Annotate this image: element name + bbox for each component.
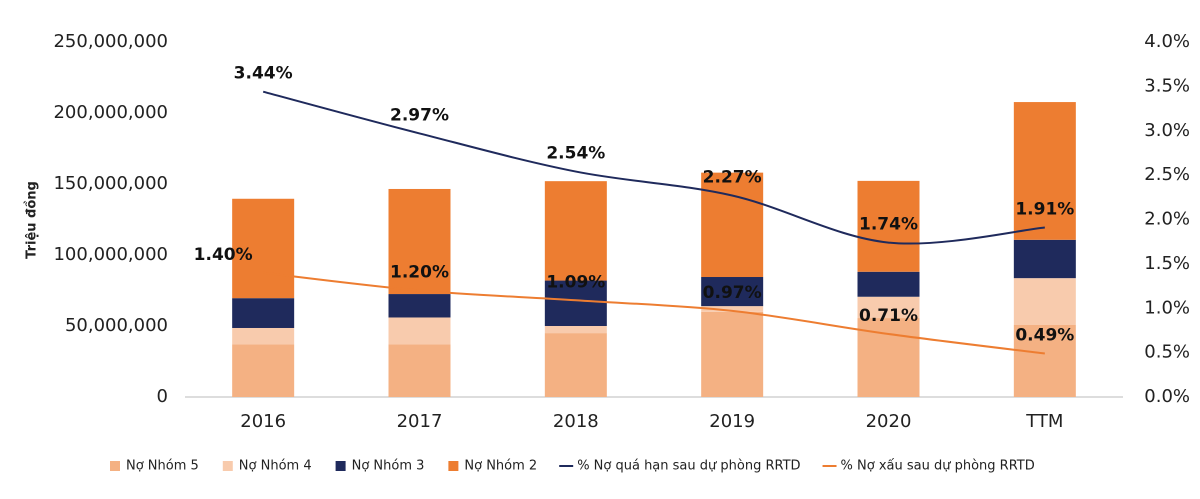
legend-label: % Nợ quá hạn sau dự phòng RRTD xyxy=(577,459,800,474)
legend-label: Nợ Nhóm 4 xyxy=(239,459,312,474)
y2-tick-label: 2.5% xyxy=(1144,164,1190,185)
data-label: 1.91% xyxy=(1015,199,1074,219)
bar xyxy=(701,277,764,307)
bar xyxy=(232,298,295,328)
y2-tick-label: 4.0% xyxy=(1144,31,1190,52)
bar xyxy=(232,344,295,397)
bar xyxy=(857,180,920,272)
legend-swatch xyxy=(448,461,459,471)
y-tick-label: 150,000,000 xyxy=(53,173,168,194)
bar xyxy=(857,271,920,297)
bar xyxy=(1013,325,1076,397)
legend-label: Nợ Nhóm 3 xyxy=(352,459,425,474)
bar xyxy=(388,317,451,345)
x-tick-label: 2020 xyxy=(866,411,912,432)
bar xyxy=(232,327,295,345)
bar xyxy=(388,294,451,318)
x-tick-label: 2018 xyxy=(553,411,599,432)
data-label: 1.20% xyxy=(390,263,449,283)
x-tick-label: 2016 xyxy=(240,411,286,432)
y-tick-label: 100,000,000 xyxy=(53,244,168,265)
x-tick-label: TTM xyxy=(1025,411,1063,432)
x-tick-label: 2017 xyxy=(397,411,443,432)
data-label: 0.97% xyxy=(703,283,762,303)
bar xyxy=(857,296,920,319)
legend-swatch xyxy=(222,461,233,471)
y-tick-label: 200,000,000 xyxy=(53,102,168,123)
data-label: 2.97% xyxy=(390,105,449,125)
bar xyxy=(1013,102,1076,240)
data-label: 2.27% xyxy=(703,168,762,188)
y-tick-label: 50,000,000 xyxy=(65,315,168,336)
y2-tick-label: 0.5% xyxy=(1144,342,1190,363)
bar xyxy=(544,326,607,334)
legend-label: % Nợ xấu sau dự phòng RRTD xyxy=(841,459,1035,474)
data-label: 3.44% xyxy=(234,64,293,84)
line xyxy=(263,271,1045,355)
bar xyxy=(1013,278,1076,326)
y-tick-label: 0 xyxy=(157,386,168,407)
bar xyxy=(701,311,764,397)
legend-label: Nợ Nhóm 5 xyxy=(126,459,199,474)
bar xyxy=(388,188,451,295)
data-label: 0.71% xyxy=(859,306,918,326)
bar xyxy=(701,306,764,312)
bar xyxy=(544,280,607,326)
y2-tick-label: 1.0% xyxy=(1144,297,1190,318)
bar xyxy=(701,172,764,278)
bar xyxy=(388,344,451,397)
y2-tick-label: 1.5% xyxy=(1144,253,1190,274)
y2-tick-label: 3.0% xyxy=(1144,120,1190,141)
x-tick-label: 2019 xyxy=(709,411,755,432)
data-label: 1.40% xyxy=(194,245,253,265)
y2-tick-label: 0.0% xyxy=(1144,386,1190,407)
y2-tick-label: 3.5% xyxy=(1144,75,1190,96)
legend-label: Nợ Nhóm 2 xyxy=(464,459,537,474)
data-label: 1.09% xyxy=(546,272,605,292)
legend-swatch xyxy=(110,461,120,471)
y2-tick-label: 2.0% xyxy=(1144,209,1190,230)
bar xyxy=(544,333,607,397)
data-label: 2.54% xyxy=(546,144,605,164)
bar xyxy=(232,198,295,299)
data-label: 0.49% xyxy=(1015,326,1074,346)
legend-swatch xyxy=(335,461,346,471)
bar xyxy=(1013,239,1076,279)
bar xyxy=(544,181,607,281)
data-label: 1.74% xyxy=(859,215,918,235)
line xyxy=(262,90,1045,245)
y-tick-label: 250,000,000 xyxy=(53,31,168,52)
y-axis-label: Triệu đồng xyxy=(25,181,40,259)
